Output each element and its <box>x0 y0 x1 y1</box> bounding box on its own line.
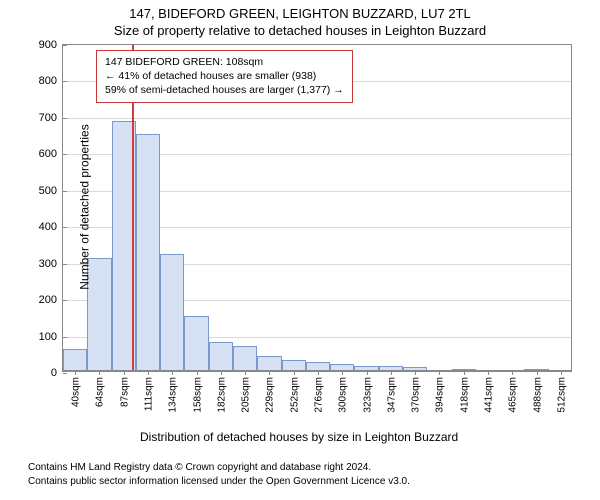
annotation-line: 59% of semi-detached houses are larger (… <box>105 83 344 97</box>
x-tick-label: 158sqm <box>190 377 203 413</box>
y-tick-label: 400 <box>39 221 63 233</box>
annotation-box: 147 BIDEFORD GREEN: 108sqm ← 41% of deta… <box>96 50 353 103</box>
x-tick-label: 182sqm <box>214 377 227 413</box>
x-tick-label: 300sqm <box>336 377 349 413</box>
y-axis-label: Number of detached properties <box>78 124 92 289</box>
footer-licence: Contains public sector information licen… <box>28 476 410 487</box>
x-tick-label: 512sqm <box>554 377 567 413</box>
histogram-bar <box>136 134 160 371</box>
x-tick-label: 323sqm <box>360 377 373 413</box>
histogram-bar <box>209 342 233 371</box>
x-tick-label: 134sqm <box>166 377 179 413</box>
y-tick-label: 600 <box>39 148 63 160</box>
y-tick-label: 500 <box>39 185 63 197</box>
x-tick-label: 111sqm <box>142 377 155 411</box>
histogram-bar <box>160 254 184 371</box>
x-tick-mark <box>464 371 465 375</box>
x-tick-mark <box>391 371 392 375</box>
y-tick-label: 300 <box>39 258 63 270</box>
x-tick-mark <box>269 371 270 375</box>
annotation-line: 147 BIDEFORD GREEN: 108sqm <box>105 55 344 69</box>
x-tick-label: 347sqm <box>384 377 397 413</box>
histogram-bar <box>257 356 281 371</box>
x-tick-mark <box>561 371 562 375</box>
x-tick-mark <box>537 371 538 375</box>
x-tick-label: 252sqm <box>287 377 300 413</box>
x-tick-mark <box>99 371 100 375</box>
x-tick-label: 205sqm <box>239 377 252 413</box>
x-tick-label: 370sqm <box>409 377 422 413</box>
y-tick-label: 200 <box>39 294 63 306</box>
x-axis-line <box>63 370 571 371</box>
histogram-chart: 147, BIDEFORD GREEN, LEIGHTON BUZZARD, L… <box>0 0 600 500</box>
x-tick-label: 64sqm <box>93 377 106 407</box>
x-tick-label: 40sqm <box>69 377 82 407</box>
y-tick-label: 900 <box>39 39 63 51</box>
x-tick-label: 441sqm <box>482 377 495 413</box>
x-tick-label: 488sqm <box>530 377 543 413</box>
y-tick-label: 0 <box>51 367 63 379</box>
footer-copyright: Contains HM Land Registry data © Crown c… <box>28 462 371 473</box>
x-tick-mark <box>172 371 173 375</box>
x-tick-mark <box>197 371 198 375</box>
x-tick-mark <box>221 371 222 375</box>
x-tick-mark <box>245 371 246 375</box>
chart-title-sub: Size of property relative to detached ho… <box>0 21 600 38</box>
x-tick-mark <box>367 371 368 375</box>
x-tick-label: 276sqm <box>312 377 325 413</box>
histogram-bar <box>184 316 208 371</box>
x-tick-label: 465sqm <box>506 377 519 413</box>
x-tick-mark <box>294 371 295 375</box>
chart-title-address: 147, BIDEFORD GREEN, LEIGHTON BUZZARD, L… <box>0 0 600 21</box>
y-tick-label: 700 <box>39 112 63 124</box>
x-tick-mark <box>318 371 319 375</box>
x-tick-mark <box>488 371 489 375</box>
annotation-line: ← 41% of detached houses are smaller (93… <box>105 69 344 83</box>
x-tick-label: 87sqm <box>117 377 130 407</box>
gridline <box>63 118 571 119</box>
x-axis-label: Distribution of detached houses by size … <box>140 430 458 444</box>
x-tick-label: 418sqm <box>457 377 470 413</box>
x-tick-mark <box>75 371 76 375</box>
x-tick-mark <box>415 371 416 375</box>
x-tick-label: 229sqm <box>263 377 276 413</box>
x-tick-mark <box>148 371 149 375</box>
x-tick-mark <box>124 371 125 375</box>
histogram-bar <box>233 346 257 372</box>
x-tick-mark <box>512 371 513 375</box>
y-tick-label: 800 <box>39 75 63 87</box>
x-tick-mark <box>439 371 440 375</box>
x-tick-mark <box>342 371 343 375</box>
x-tick-label: 394sqm <box>433 377 446 413</box>
histogram-bar <box>63 349 87 371</box>
y-tick-label: 100 <box>39 331 63 343</box>
